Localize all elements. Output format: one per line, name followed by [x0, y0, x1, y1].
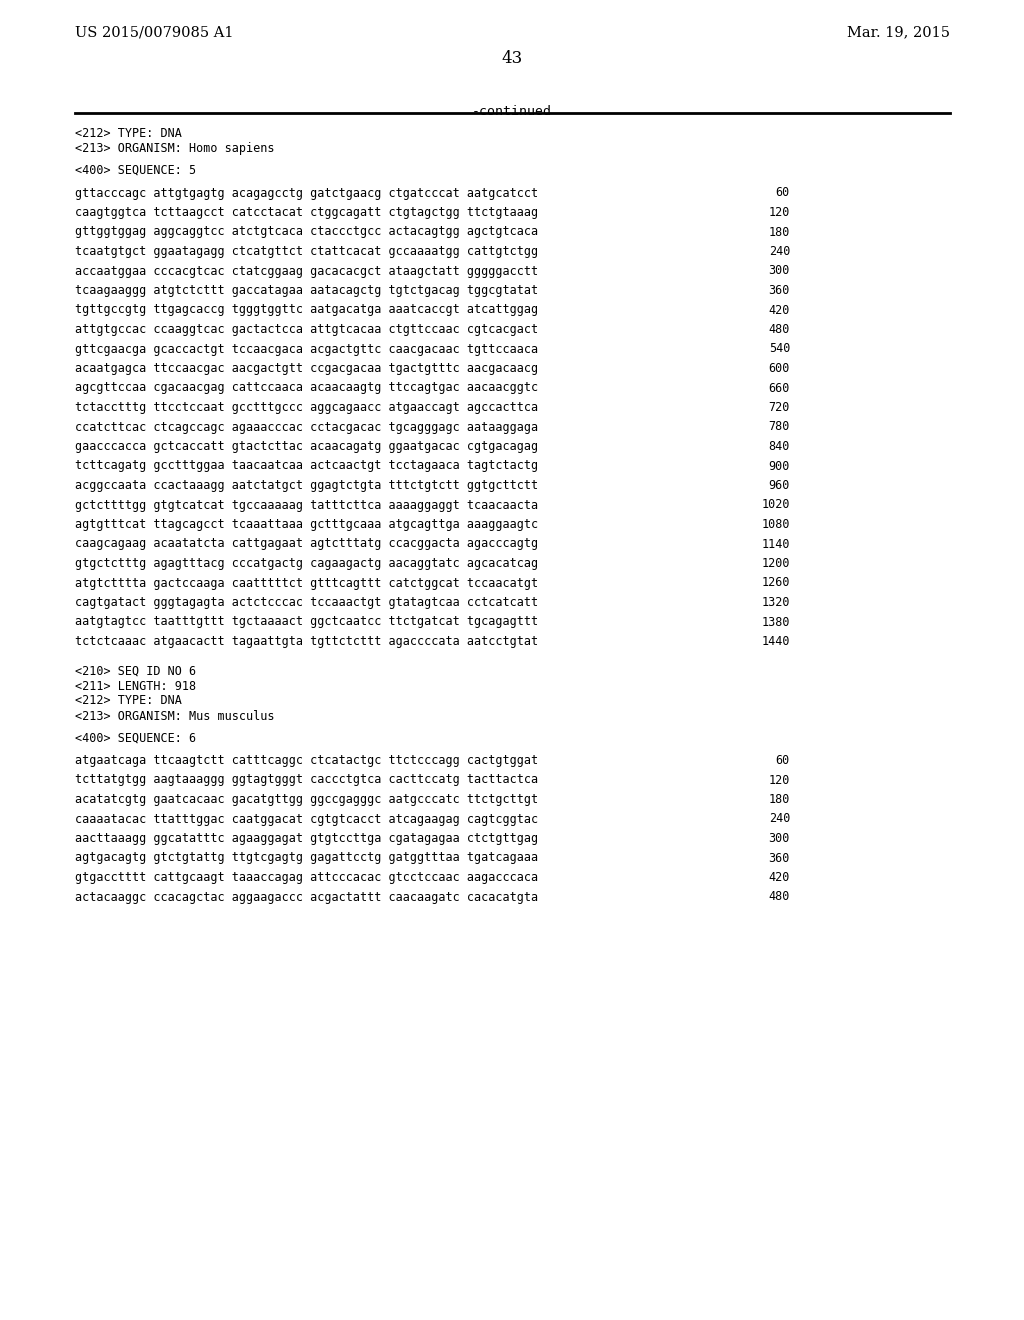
- Text: 1200: 1200: [762, 557, 790, 570]
- Text: acatatcgtg gaatcacaac gacatgttgg ggccgagggc aatgcccatc ttctgcttgt: acatatcgtg gaatcacaac gacatgttgg ggccgag…: [75, 793, 539, 807]
- Text: 1320: 1320: [762, 597, 790, 609]
- Text: Mar. 19, 2015: Mar. 19, 2015: [847, 25, 950, 40]
- Text: 1020: 1020: [762, 499, 790, 511]
- Text: acaatgagca ttccaacgac aacgactgtt ccgacgacaa tgactgtttc aacgacaacg: acaatgagca ttccaacgac aacgactgtt ccgacga…: [75, 362, 539, 375]
- Text: aatgtagtcc taatttgttt tgctaaaact ggctcaatcc ttctgatcat tgcagagttt: aatgtagtcc taatttgttt tgctaaaact ggctcaa…: [75, 615, 539, 628]
- Text: <212> TYPE: DNA: <212> TYPE: DNA: [75, 127, 182, 140]
- Text: <212> TYPE: DNA: <212> TYPE: DNA: [75, 694, 182, 708]
- Text: caagtggtca tcttaagcct catcctacat ctggcagatt ctgtagctgg ttctgtaaag: caagtggtca tcttaagcct catcctacat ctggcag…: [75, 206, 539, 219]
- Text: <210> SEQ ID NO 6: <210> SEQ ID NO 6: [75, 664, 197, 677]
- Text: 180: 180: [769, 793, 790, 807]
- Text: 1080: 1080: [762, 517, 790, 531]
- Text: 240: 240: [769, 813, 790, 825]
- Text: <211> LENGTH: 918: <211> LENGTH: 918: [75, 680, 197, 693]
- Text: agcgttccaa cgacaacgag cattccaaca acaacaagtg ttccagtgac aacaacggtc: agcgttccaa cgacaacgag cattccaaca acaacaa…: [75, 381, 539, 395]
- Text: 43: 43: [502, 50, 522, 67]
- Text: 300: 300: [769, 832, 790, 845]
- Text: actacaaggc ccacagctac aggaagaccc acgactattt caacaagatc cacacatgta: actacaaggc ccacagctac aggaagaccc acgacta…: [75, 891, 539, 903]
- Text: tcttatgtgg aagtaaaggg ggtagtgggt caccctgtca cacttccatg tacttactca: tcttatgtgg aagtaaaggg ggtagtgggt caccctg…: [75, 774, 539, 787]
- Text: 1380: 1380: [762, 615, 790, 628]
- Text: accaatggaa cccacgtcac ctatcggaag gacacacgct ataagctatt gggggacctt: accaatggaa cccacgtcac ctatcggaag gacacac…: [75, 264, 539, 277]
- Text: 780: 780: [769, 421, 790, 433]
- Text: <400> SEQUENCE: 6: <400> SEQUENCE: 6: [75, 731, 197, 744]
- Text: 540: 540: [769, 342, 790, 355]
- Text: gctcttttgg gtgtcatcat tgccaaaaag tatttcttca aaaaggaggt tcaacaacta: gctcttttgg gtgtcatcat tgccaaaaag tatttct…: [75, 499, 539, 511]
- Text: tctctcaaac atgaacactt tagaattgta tgttctcttt agaccccata aatcctgtat: tctctcaaac atgaacactt tagaattgta tgttctc…: [75, 635, 539, 648]
- Text: 1440: 1440: [762, 635, 790, 648]
- Text: tcaatgtgct ggaatagagg ctcatgttct ctattcacat gccaaaatgg cattgtctgg: tcaatgtgct ggaatagagg ctcatgttct ctattca…: [75, 246, 539, 257]
- Text: 60: 60: [776, 754, 790, 767]
- Text: 900: 900: [769, 459, 790, 473]
- Text: 1140: 1140: [762, 537, 790, 550]
- Text: 420: 420: [769, 304, 790, 317]
- Text: gttacccagc attgtgagtg acagagcctg gatctgaacg ctgatcccat aatgcatcct: gttacccagc attgtgagtg acagagcctg gatctga…: [75, 186, 539, 199]
- Text: gttcgaacga gcaccactgt tccaacgaca acgactgttc caacgacaac tgttccaaca: gttcgaacga gcaccactgt tccaacgaca acgactg…: [75, 342, 539, 355]
- Text: caagcagaag acaatatcta cattgagaat agtctttatg ccacggacta agacccagtg: caagcagaag acaatatcta cattgagaat agtcttt…: [75, 537, 539, 550]
- Text: 120: 120: [769, 774, 790, 787]
- Text: 360: 360: [769, 851, 790, 865]
- Text: cagtgatact gggtagagta actctcccac tccaaactgt gtatagtcaa cctcatcatt: cagtgatact gggtagagta actctcccac tccaaac…: [75, 597, 539, 609]
- Text: 660: 660: [769, 381, 790, 395]
- Text: attgtgccac ccaaggtcac gactactcca attgtcacaa ctgttccaac cgtcacgact: attgtgccac ccaaggtcac gactactcca attgtca…: [75, 323, 539, 337]
- Text: gtgctctttg agagtttacg cccatgactg cagaagactg aacaggtatc agcacatcag: gtgctctttg agagtttacg cccatgactg cagaaga…: [75, 557, 539, 570]
- Text: atgaatcaga ttcaagtctt catttcaggc ctcatactgc ttctcccagg cactgtggat: atgaatcaga ttcaagtctt catttcaggc ctcatac…: [75, 754, 539, 767]
- Text: aacttaaagg ggcatatttc agaaggagat gtgtccttga cgatagagaa ctctgttgag: aacttaaagg ggcatatttc agaaggagat gtgtcct…: [75, 832, 539, 845]
- Text: 960: 960: [769, 479, 790, 492]
- Text: 300: 300: [769, 264, 790, 277]
- Text: tctacctttg ttcctccaat gcctttgccc aggcagaacc atgaaccagt agccacttca: tctacctttg ttcctccaat gcctttgccc aggcaga…: [75, 401, 539, 414]
- Text: <213> ORGANISM: Mus musculus: <213> ORGANISM: Mus musculus: [75, 710, 274, 722]
- Text: -continued: -continued: [472, 106, 552, 117]
- Text: agtgacagtg gtctgtattg ttgtcgagtg gagattcctg gatggtttaa tgatcagaaa: agtgacagtg gtctgtattg ttgtcgagtg gagattc…: [75, 851, 539, 865]
- Text: gtgacctttt cattgcaagt taaaccagag attcccacac gtcctccaac aagacccaca: gtgacctttt cattgcaagt taaaccagag attccca…: [75, 871, 539, 884]
- Text: acggccaata ccactaaagg aatctatgct ggagtctgta tttctgtctt ggtgcttctt: acggccaata ccactaaagg aatctatgct ggagtct…: [75, 479, 539, 492]
- Text: 1260: 1260: [762, 577, 790, 590]
- Text: atgtctttta gactccaaga caatttttct gtttcagttt catctggcat tccaacatgt: atgtctttta gactccaaga caatttttct gtttcag…: [75, 577, 539, 590]
- Text: 480: 480: [769, 323, 790, 337]
- Text: 420: 420: [769, 871, 790, 884]
- Text: ccatcttcac ctcagccagc agaaacccac cctacgacac tgcagggagc aataaggaga: ccatcttcac ctcagccagc agaaacccac cctacga…: [75, 421, 539, 433]
- Text: <400> SEQUENCE: 5: <400> SEQUENCE: 5: [75, 164, 197, 177]
- Text: 240: 240: [769, 246, 790, 257]
- Text: agtgtttcat ttagcagcct tcaaattaaa gctttgcaaa atgcagttga aaaggaagtc: agtgtttcat ttagcagcct tcaaattaaa gctttgc…: [75, 517, 539, 531]
- Text: 120: 120: [769, 206, 790, 219]
- Text: tgttgccgtg ttgagcaccg tgggtggttc aatgacatga aaatcaccgt atcattggag: tgttgccgtg ttgagcaccg tgggtggttc aatgaca…: [75, 304, 539, 317]
- Text: 720: 720: [769, 401, 790, 414]
- Text: 60: 60: [776, 186, 790, 199]
- Text: gaacccacca gctcaccatt gtactcttac acaacagatg ggaatgacac cgtgacagag: gaacccacca gctcaccatt gtactcttac acaacag…: [75, 440, 539, 453]
- Text: 180: 180: [769, 226, 790, 239]
- Text: 360: 360: [769, 284, 790, 297]
- Text: US 2015/0079085 A1: US 2015/0079085 A1: [75, 25, 233, 40]
- Text: <213> ORGANISM: Homo sapiens: <213> ORGANISM: Homo sapiens: [75, 143, 274, 154]
- Text: caaaatacac ttatttggac caatggacat cgtgtcacct atcagaagag cagtcggtac: caaaatacac ttatttggac caatggacat cgtgtca…: [75, 813, 539, 825]
- Text: gttggtggag aggcaggtcc atctgtcaca ctaccctgcc actacagtgg agctgtcaca: gttggtggag aggcaggtcc atctgtcaca ctaccct…: [75, 226, 539, 239]
- Text: tcttcagatg gcctttggaa taacaatcaa actcaactgt tcctagaaca tagtctactg: tcttcagatg gcctttggaa taacaatcaa actcaac…: [75, 459, 539, 473]
- Text: 600: 600: [769, 362, 790, 375]
- Text: tcaagaaggg atgtctcttt gaccatagaa aatacagctg tgtctgacag tggcgtatat: tcaagaaggg atgtctcttt gaccatagaa aatacag…: [75, 284, 539, 297]
- Text: 480: 480: [769, 891, 790, 903]
- Text: 840: 840: [769, 440, 790, 453]
